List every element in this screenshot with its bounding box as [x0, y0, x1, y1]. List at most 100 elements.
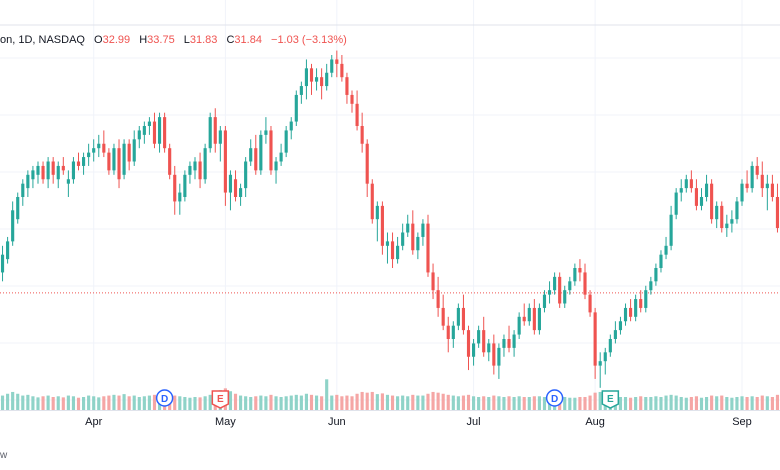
candle-body — [441, 307, 445, 326]
candle — [259, 130, 263, 175]
candle-body — [188, 165, 192, 175]
candle — [684, 174, 688, 193]
volume-bar — [497, 396, 501, 410]
candle-body — [71, 161, 76, 180]
volume-bar — [208, 394, 212, 410]
candle-body — [259, 134, 263, 171]
volume-bar — [466, 394, 471, 410]
candle — [487, 339, 491, 362]
candle — [188, 161, 192, 184]
candle-body — [168, 148, 172, 175]
candle-body — [634, 299, 638, 317]
candle-body — [735, 201, 739, 220]
candle — [613, 321, 617, 344]
candle — [370, 179, 374, 224]
candle — [497, 343, 501, 379]
candle-body — [117, 148, 121, 180]
candle — [456, 303, 460, 331]
candle-body — [360, 126, 364, 144]
candle — [527, 303, 531, 326]
candle — [289, 117, 293, 140]
candle — [502, 334, 506, 357]
candle — [466, 325, 471, 371]
candle-body — [725, 223, 729, 229]
volume-bar — [122, 394, 126, 410]
volume-bar — [233, 393, 238, 410]
candle — [380, 201, 384, 255]
volume-bar — [588, 395, 592, 410]
candle-body — [456, 307, 460, 326]
candle — [634, 294, 638, 322]
volume-bar — [720, 395, 724, 410]
candle-body — [598, 361, 602, 366]
candle — [254, 134, 258, 175]
volume-bar — [350, 396, 354, 410]
open-label: O — [94, 34, 103, 46]
volume-bar — [446, 394, 450, 410]
candle — [553, 272, 557, 295]
x-tick-label: Jul — [467, 416, 481, 428]
candle-body — [416, 236, 420, 251]
volume-bar — [244, 396, 248, 410]
volume-bar — [385, 394, 390, 410]
candle — [679, 179, 683, 202]
candle — [396, 236, 400, 264]
candle-body — [26, 174, 30, 189]
candle-body — [406, 223, 410, 233]
candle — [644, 285, 648, 313]
volume-bar — [289, 395, 293, 410]
candle-body — [390, 241, 395, 260]
candle-body — [644, 290, 648, 308]
candle — [137, 126, 141, 149]
candle-body — [745, 183, 749, 189]
candle — [588, 290, 592, 317]
candle — [639, 290, 643, 313]
candle-body — [16, 197, 20, 220]
candle-body — [264, 130, 268, 135]
symbol-label: on, 1D, NASDAQ — [0, 34, 85, 46]
candle — [659, 250, 663, 273]
candle — [593, 307, 597, 379]
candle — [568, 276, 572, 295]
candle-body — [157, 117, 162, 144]
candle — [299, 81, 303, 104]
candle-body — [669, 214, 673, 246]
candle — [249, 139, 253, 166]
volume-bar — [573, 397, 577, 410]
open-value: 32.99 — [103, 34, 131, 46]
candle — [16, 192, 20, 224]
volume-bar — [16, 393, 20, 410]
candle-body — [82, 157, 86, 166]
volume-bar — [669, 394, 673, 410]
candle — [218, 126, 222, 162]
candle-body — [41, 165, 45, 180]
volume-bar — [76, 397, 81, 410]
volume-bar — [537, 396, 541, 410]
candle-body — [649, 281, 653, 291]
volume-bar — [92, 396, 96, 410]
candle-body — [218, 130, 222, 144]
candle — [507, 325, 511, 353]
volume-bar — [492, 395, 496, 410]
candle-body — [299, 86, 303, 95]
candle-body — [553, 276, 557, 291]
volume-bar — [730, 397, 734, 410]
candle — [623, 303, 628, 326]
volume-bar — [178, 396, 182, 410]
candle — [340, 55, 344, 82]
volume-bar — [36, 397, 40, 410]
candle-body — [254, 148, 258, 171]
candle — [750, 161, 754, 193]
volume-bar — [239, 395, 243, 410]
candle — [522, 303, 526, 326]
volume-bar — [436, 392, 440, 410]
volume-bar — [264, 396, 268, 410]
candle-body — [274, 161, 278, 171]
candle-body — [512, 334, 516, 348]
candle-body — [269, 130, 273, 171]
candle — [477, 325, 481, 348]
candle-body — [36, 165, 40, 175]
candle-body — [66, 179, 70, 184]
candle — [112, 143, 116, 175]
